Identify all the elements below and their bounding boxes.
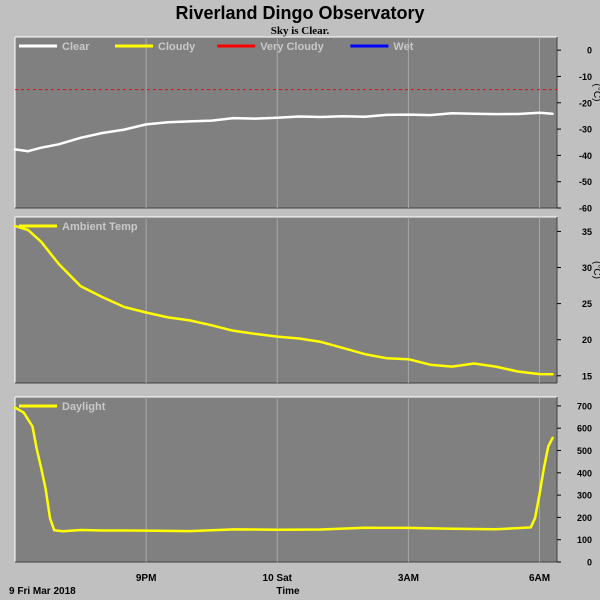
x-start-label: 9 Fri Mar 2018: [9, 586, 76, 597]
legend-label: Wet: [393, 41, 413, 53]
x-tick-label: 3AM: [398, 573, 419, 584]
y-tick-label: -40: [579, 151, 592, 161]
y-tick-label: -60: [579, 204, 592, 214]
plot-area: [15, 37, 557, 208]
y-axis-label: (°C): [591, 261, 600, 279]
x-tick-label: 9PM: [136, 573, 157, 584]
legend-label: Ambient Temp: [62, 221, 138, 233]
y-axis-label: (°C): [591, 84, 600, 102]
y-tick-label: 0: [587, 558, 592, 568]
legend-label: Very Cloudy: [260, 41, 324, 53]
legend-label: Daylight: [62, 401, 106, 413]
y-tick-label: -30: [579, 125, 592, 135]
y-tick-label: 700: [577, 401, 592, 411]
panel-daylight: 700 600 500 400 300 200 100 0 Daylight: [13, 396, 592, 568]
x-axis-label: Time: [276, 586, 300, 597]
y-tick-label: 25: [582, 299, 592, 309]
y-tick-label: 100: [577, 535, 592, 545]
panel-sky: 0 -10 -20 -30 -40 -50 -60 (°C) Clear Cloudy Very C…: [13, 36, 600, 214]
y-tick-label: 20: [582, 335, 592, 345]
panel-ambient: 35 30 25 20 15 (°C) Ambient Temp: [13, 216, 600, 384]
page-subtitle: Sky is Clear.: [271, 25, 330, 37]
x-tick-label: 10 Sat: [263, 573, 293, 584]
series-line-clear: [13, 111, 554, 153]
plot-area: [15, 397, 557, 562]
x-tick-label: 6AM: [529, 573, 550, 584]
y-tick-label: 15: [582, 371, 592, 381]
series-line-ambient-temp: [13, 224, 554, 376]
y-tick-label: 300: [577, 491, 592, 501]
y-tick-label: -10: [579, 72, 592, 82]
legend-label: Clear: [62, 41, 90, 53]
series-line-daylight: [13, 406, 554, 533]
y-tick-label: 500: [577, 446, 592, 456]
plot-area: [15, 217, 557, 383]
y-tick-label: -20: [579, 98, 592, 108]
page-title: Riverland Dingo Observatory: [175, 3, 424, 23]
y-tick-label: 30: [582, 263, 592, 273]
y-tick-label: 600: [577, 424, 592, 434]
y-tick-label: -50: [579, 177, 592, 187]
y-tick-label: 400: [577, 468, 592, 478]
y-tick-label: 200: [577, 513, 592, 523]
y-tick-label: 0: [587, 46, 592, 56]
legend-label: Cloudy: [158, 41, 196, 53]
y-tick-label: 35: [582, 227, 592, 237]
